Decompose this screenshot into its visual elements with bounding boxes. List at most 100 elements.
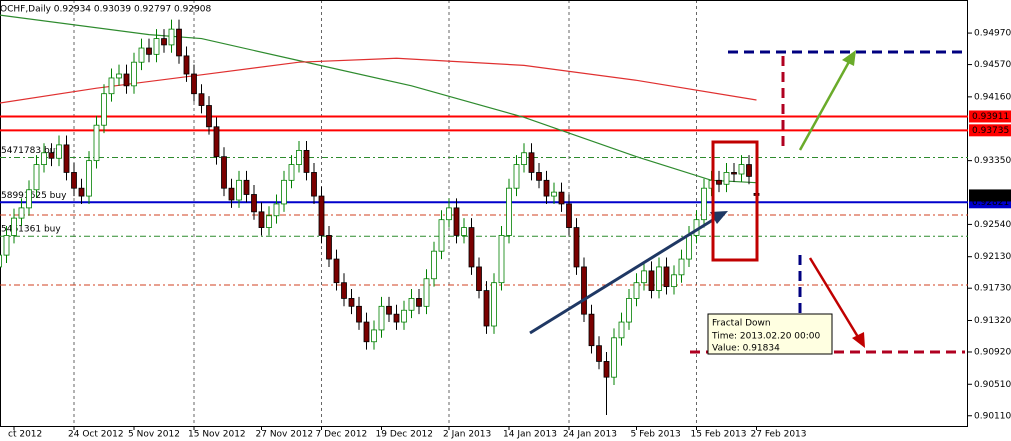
y-tick-label: 0.92540 <box>974 220 1011 230</box>
candle-body <box>243 179 250 195</box>
candle-body <box>386 305 392 315</box>
candle-body <box>378 305 385 331</box>
x-tick-label: 24 Oct 2012 <box>68 430 124 440</box>
candle-body <box>318 195 325 236</box>
order-label: 5471783 buy li <box>1 146 69 156</box>
annotations: Fractal Down Time: 2013.02.20 00:00 Valu… <box>529 50 965 355</box>
chart-title: OCHF,Daily 0.92934 0.93039 0.92797 0.929… <box>0 5 212 15</box>
candle-body <box>63 144 70 173</box>
candle-body <box>723 172 730 185</box>
candle-body <box>603 361 610 378</box>
candle-body <box>108 77 115 95</box>
candle-body <box>0 254 2 268</box>
candle-body <box>656 266 662 291</box>
candle-body <box>341 282 347 299</box>
candle-body <box>161 38 167 46</box>
candle-body <box>431 250 437 280</box>
candle-body <box>146 47 152 55</box>
candle-body <box>326 235 332 260</box>
candle-body <box>408 298 415 311</box>
candle-body <box>348 298 355 307</box>
candle-body <box>663 266 670 288</box>
highlight-box <box>711 140 759 262</box>
candle-body <box>401 309 407 323</box>
candle-body <box>273 203 280 217</box>
candle-body <box>296 149 302 165</box>
candle-body <box>453 207 460 236</box>
candle-body <box>303 149 310 173</box>
candle-body <box>731 172 737 175</box>
candle-body <box>228 187 235 201</box>
x-tick-label: 5 Feb 2013 <box>631 430 681 440</box>
candle-body <box>33 164 40 191</box>
x-tick-label: 27 Feb 2013 <box>751 430 807 440</box>
candle-body <box>26 189 32 209</box>
candle-body <box>648 270 655 291</box>
candle-body <box>56 144 62 159</box>
candle-body <box>543 179 550 197</box>
candle-body <box>536 172 542 181</box>
candle-body <box>746 164 752 177</box>
y-tick-label: 0.94160 <box>974 92 1011 102</box>
candle-body <box>738 164 745 175</box>
candle-body <box>3 235 10 256</box>
candle-body <box>281 179 287 205</box>
tooltip <box>707 313 833 355</box>
y-tick-label: 0.94570 <box>974 60 1011 70</box>
candle-body <box>183 55 190 75</box>
candle-body <box>416 298 422 307</box>
candle-body <box>138 47 145 63</box>
y-tick-label: 0.93350 <box>974 156 1011 166</box>
up-arrow <box>798 59 852 151</box>
candle-body <box>258 211 265 228</box>
level-tag <box>969 124 1011 137</box>
tooltip-time: Time: 2013.02.20 00:00 <box>711 332 821 342</box>
candle-body <box>71 172 77 189</box>
moving-average <box>0 14 757 184</box>
candle-body <box>153 38 160 55</box>
y-tick-label: 0.94970 <box>974 29 1011 39</box>
candle-body <box>236 179 242 201</box>
candle-body <box>86 160 92 197</box>
candle-body <box>101 93 107 126</box>
candle-body <box>521 152 527 165</box>
level-text: 58991625 buy <box>1 191 67 201</box>
candle-body <box>588 313 595 347</box>
candle-body <box>266 215 272 228</box>
plot-frame <box>0 0 968 427</box>
x-tick-label: 5 Nov 2012 <box>128 430 180 440</box>
candle-body <box>356 305 362 323</box>
candle-body <box>716 179 722 185</box>
candle-body <box>251 194 257 213</box>
x-tick-label: 2 Jan 2013 <box>443 430 491 440</box>
candle-body <box>41 152 47 165</box>
x-tick-label: 7 Dec 2012 <box>316 430 368 440</box>
tooltip-title: Fractal Down <box>712 319 771 329</box>
candle-body <box>371 329 377 343</box>
candle-body <box>506 187 512 236</box>
candle-body <box>116 73 122 79</box>
candle-body <box>446 207 452 221</box>
candle-body <box>633 282 640 299</box>
candle-body <box>18 207 25 219</box>
candle-body <box>333 258 340 284</box>
candle-body <box>641 270 647 284</box>
candle-body <box>206 105 212 128</box>
candle-body <box>123 73 130 87</box>
candle-body <box>11 217 17 236</box>
y-tick-label: 0.90110 <box>974 411 1011 421</box>
candle-body <box>131 61 137 87</box>
candle-body <box>558 191 565 205</box>
y-tick-label: 0.91730 <box>974 284 1011 294</box>
candle-body <box>311 172 317 197</box>
candle-body <box>686 235 692 260</box>
down-arrow <box>808 257 860 338</box>
level-label: 0.92821 <box>972 198 1009 208</box>
candle-body <box>491 282 497 327</box>
price-tag <box>969 189 1011 202</box>
candle-body <box>573 227 580 268</box>
candle-body <box>551 191 557 197</box>
y-tick-label: 0.90510 <box>974 380 1011 390</box>
candle-body <box>393 313 400 323</box>
candle-body <box>513 164 520 189</box>
